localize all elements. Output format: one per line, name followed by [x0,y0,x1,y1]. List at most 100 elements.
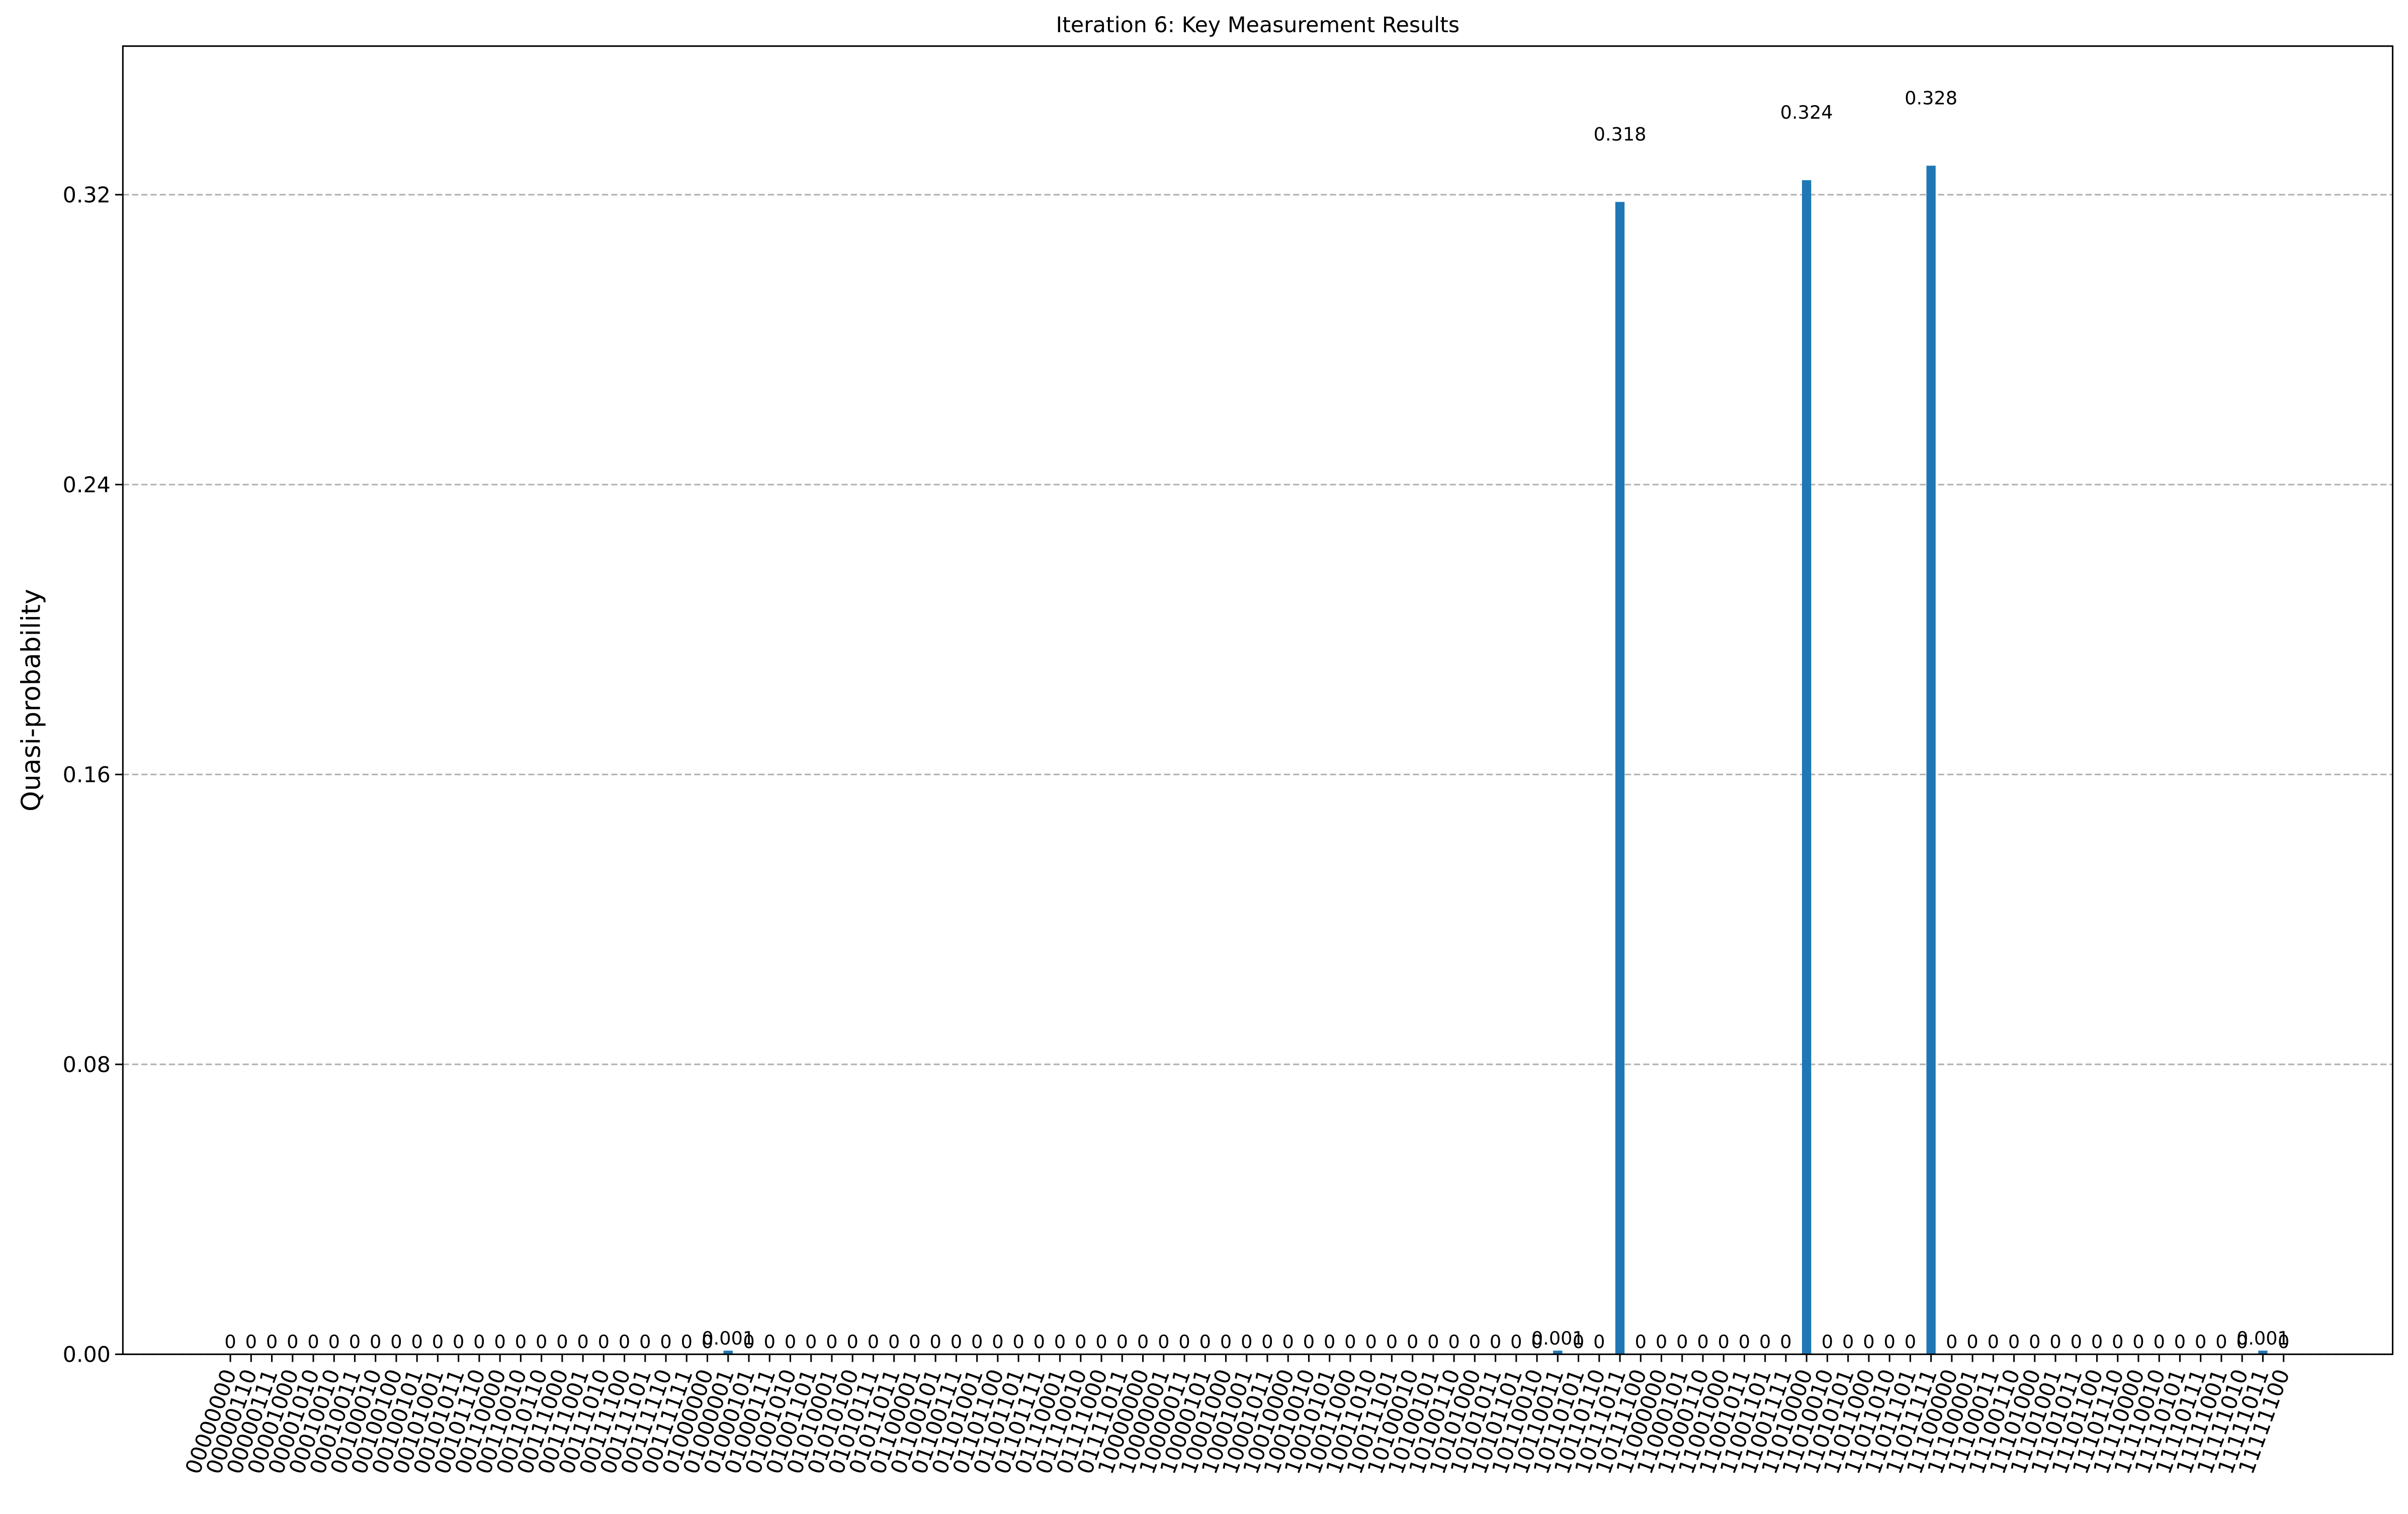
value-label: 0 [432,1331,444,1353]
value-label: 0 [1469,1331,1481,1353]
value-label: 0 [536,1331,547,1353]
value-label: 0 [1178,1331,1190,1353]
value-label: 0 [888,1331,900,1353]
value-label: 0 [390,1331,402,1353]
value-label: 0 [224,1331,236,1353]
value-label: 0 [2132,1331,2144,1353]
value-label: 0 [1054,1331,1066,1353]
value-label: 0 [1448,1331,1459,1353]
value-label: 0 [1718,1331,1730,1353]
value-label: 0 [1344,1331,1356,1353]
value-label: 0 [1116,1331,1128,1353]
y-tick-label: 0.16 [63,763,111,788]
value-label: 0 [1324,1331,1335,1353]
value-label: 0 [2091,1331,2103,1353]
value-label: 0 [1988,1331,1999,1353]
value-label: 0 [370,1331,381,1353]
value-label: 0 [2049,1331,2061,1353]
value-label: 0 [1075,1331,1086,1353]
value-label: 0 [1510,1331,1522,1353]
value-label: 0 [1759,1331,1771,1353]
value-label: 0.001 [2237,1327,2289,1349]
value-label: 0 [971,1331,983,1353]
bar [2258,1351,2268,1355]
value-label: 0 [1573,1331,1584,1353]
y-tick-label: 0.24 [63,473,111,498]
value-label: 0 [1427,1331,1439,1353]
value-label: 0 [764,1331,776,1353]
value-label: 0 [556,1331,568,1353]
y-axis-label: Quasi-probability [16,589,46,812]
value-label: 0 [1012,1331,1024,1353]
value-label: 0 [2154,1331,2165,1353]
value-label: 0 [307,1331,319,1353]
value-label: 0 [951,1331,962,1353]
value-label: 0 [1531,1331,1542,1353]
value-label: 0 [515,1331,527,1353]
value-label: 0 [909,1331,920,1353]
value-label: 0 [349,1331,361,1353]
value-label: 0.001 [702,1327,754,1349]
value-label: 0.318 [1594,123,1647,145]
plot-frame [122,45,2393,1355]
value-label: 0 [1676,1331,1688,1353]
value-label: 0 [287,1331,298,1353]
value-label: 0 [660,1331,671,1353]
bar [1802,180,1812,1355]
value-label: 0 [639,1331,651,1353]
value-label: 0 [1407,1331,1418,1353]
value-label: 0 [1490,1331,1501,1353]
y-tick-label: 0.00 [63,1343,111,1368]
value-label: 0 [1593,1331,1605,1353]
value-label: 0 [1137,1331,1149,1353]
bar [1615,202,1625,1355]
value-label: 0 [1863,1331,1874,1353]
value-label: 0 [245,1331,257,1353]
value-label: 0 [266,1331,278,1353]
value-label: 0 [847,1331,858,1353]
value-label: 0 [1095,1331,1107,1353]
value-label: 0.324 [1780,102,1833,123]
value-label: 0 [1946,1331,1957,1353]
value-label: 0 [1905,1331,1916,1353]
value-label: 0 [2112,1331,2123,1353]
value-label: 0 [1303,1331,1315,1353]
value-label: 0 [1635,1331,1647,1353]
value-label: 0 [2278,1331,2289,1353]
value-label: 0.001 [1531,1327,1584,1349]
bar [1553,1351,1563,1355]
value-label: 0 [702,1331,713,1353]
value-label: 0 [2215,1331,2227,1353]
value-label: 0.328 [1905,87,1957,109]
value-label: 0 [1282,1331,1294,1353]
value-label: 0 [473,1331,485,1353]
value-label: 0 [1199,1331,1211,1353]
value-label: 0 [598,1331,610,1353]
value-label: 0 [2237,1331,2248,1353]
value-label: 0 [494,1331,505,1353]
value-label: 0 [1220,1331,1232,1353]
value-label: 0 [2071,1331,2082,1353]
value-label: 0 [1780,1331,1791,1353]
bar [723,1351,733,1355]
value-label: 0 [1697,1331,1708,1353]
value-label: 0 [785,1331,796,1353]
value-label: 0 [826,1331,837,1353]
value-label: 0 [411,1331,423,1353]
value-label: 0 [2029,1331,2040,1353]
value-label: 0 [1656,1331,1667,1353]
value-label: 0 [2174,1331,2186,1353]
value-label: 0 [805,1331,817,1353]
value-label: 0 [1966,1331,1978,1353]
bar [1926,165,1936,1355]
chart-title: Iteration 6: Key Measurement Results [1056,13,1460,38]
value-label: 0 [868,1331,879,1353]
value-label: 0 [2195,1331,2206,1353]
value-label: 0 [1386,1331,1398,1353]
value-label: 0 [2008,1331,2020,1353]
value-label: 0 [619,1331,630,1353]
value-label: 0 [681,1331,693,1353]
